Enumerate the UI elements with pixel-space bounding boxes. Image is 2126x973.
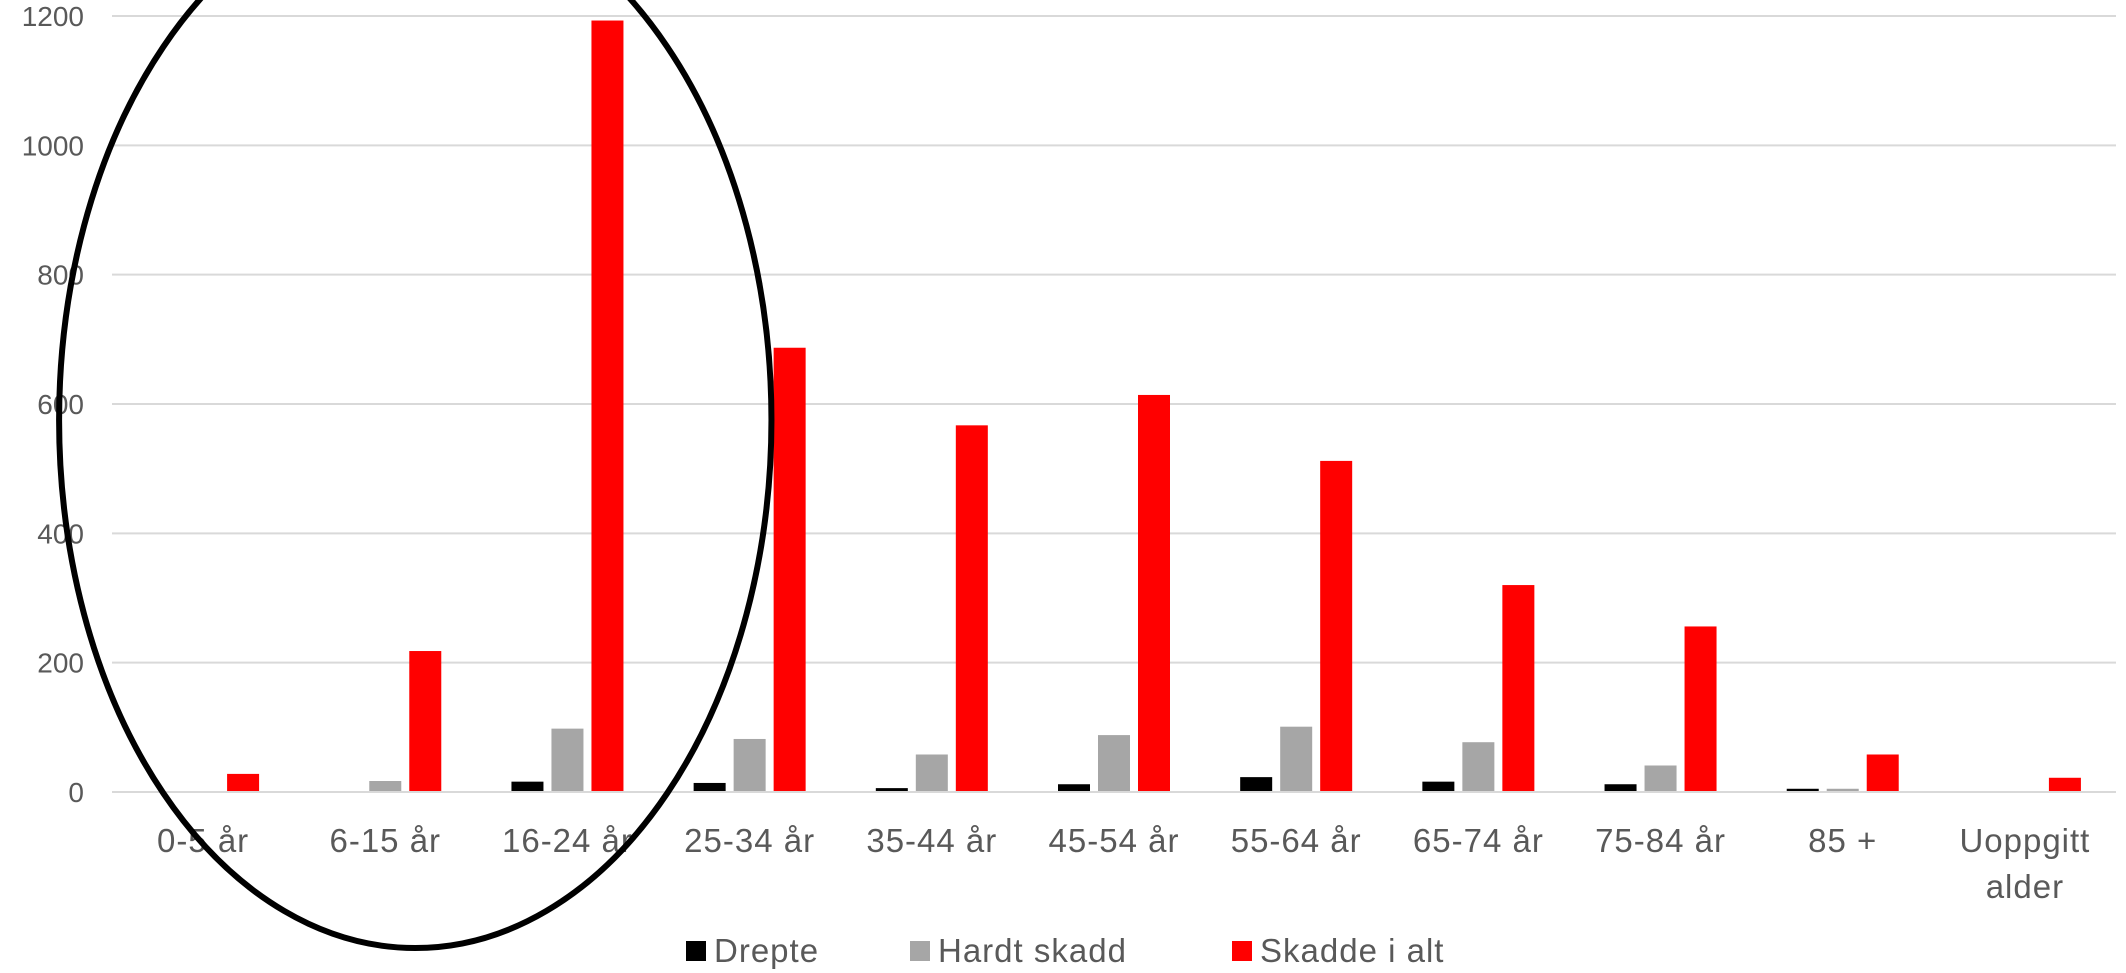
bar bbox=[2048, 777, 2081, 792]
legend-swatch bbox=[910, 941, 930, 961]
bar bbox=[1786, 788, 1819, 792]
y-tick-label: 1000 bbox=[22, 130, 84, 161]
x-category-label: 35-44 år bbox=[866, 822, 997, 859]
bar bbox=[551, 728, 584, 792]
legend-label: Drepte bbox=[714, 932, 819, 969]
legend-swatch bbox=[686, 941, 706, 961]
bars bbox=[187, 20, 2081, 792]
x-category-label: 75-84 år bbox=[1595, 822, 1726, 859]
legend-label: Hardt skadd bbox=[938, 932, 1127, 969]
bar bbox=[733, 738, 766, 792]
y-tick-label: 1200 bbox=[22, 1, 84, 32]
bar bbox=[955, 425, 988, 792]
x-category-label: Uoppgitt alder bbox=[1959, 822, 2090, 905]
legend: Drepte Hardt skadd Skadde i alt bbox=[686, 932, 1444, 969]
bar bbox=[1502, 585, 1535, 792]
bar bbox=[1826, 788, 1859, 792]
y-tick-label: 0 bbox=[68, 777, 84, 808]
gridlines bbox=[112, 15, 2116, 664]
bar bbox=[1866, 754, 1899, 792]
x-category-label: 25-34 år bbox=[684, 822, 815, 859]
bar bbox=[369, 781, 402, 792]
bar bbox=[773, 347, 806, 792]
bar bbox=[915, 754, 948, 792]
y-tick-label: 200 bbox=[37, 648, 84, 679]
x-category-label: 55-64 år bbox=[1231, 822, 1362, 859]
bar bbox=[1280, 726, 1313, 792]
bar bbox=[1058, 784, 1090, 792]
bar bbox=[1462, 742, 1495, 792]
y-tick-label: 400 bbox=[37, 518, 84, 549]
bar bbox=[1320, 460, 1353, 792]
bar bbox=[591, 20, 624, 792]
legend-label: Skadde i alt bbox=[1260, 932, 1444, 969]
bar bbox=[409, 651, 442, 792]
x-category-label: 6-15 år bbox=[329, 822, 441, 859]
x-category-label: 16-24 år bbox=[502, 822, 633, 859]
bar bbox=[875, 788, 908, 792]
x-axis-category-labels: 0-5 år 6-15 år 16-24 år 25-34 år 35-44 år 45-… bbox=[157, 822, 2090, 905]
bar bbox=[693, 782, 726, 792]
bar bbox=[1684, 626, 1717, 792]
bar bbox=[227, 773, 260, 792]
bar bbox=[1098, 735, 1130, 792]
bar bbox=[1240, 777, 1273, 792]
bar bbox=[511, 781, 544, 792]
bar bbox=[1604, 784, 1637, 792]
bar bbox=[1138, 394, 1170, 792]
x-category-label: 65-74 år bbox=[1413, 822, 1544, 859]
x-category-label: 85 + bbox=[1808, 822, 1877, 859]
bar bbox=[1644, 765, 1677, 792]
highlight-ellipse bbox=[56, 0, 775, 951]
bar bbox=[1422, 781, 1455, 792]
x-category-label: 45-54 år bbox=[1049, 822, 1180, 859]
legend-swatch bbox=[1232, 941, 1252, 961]
